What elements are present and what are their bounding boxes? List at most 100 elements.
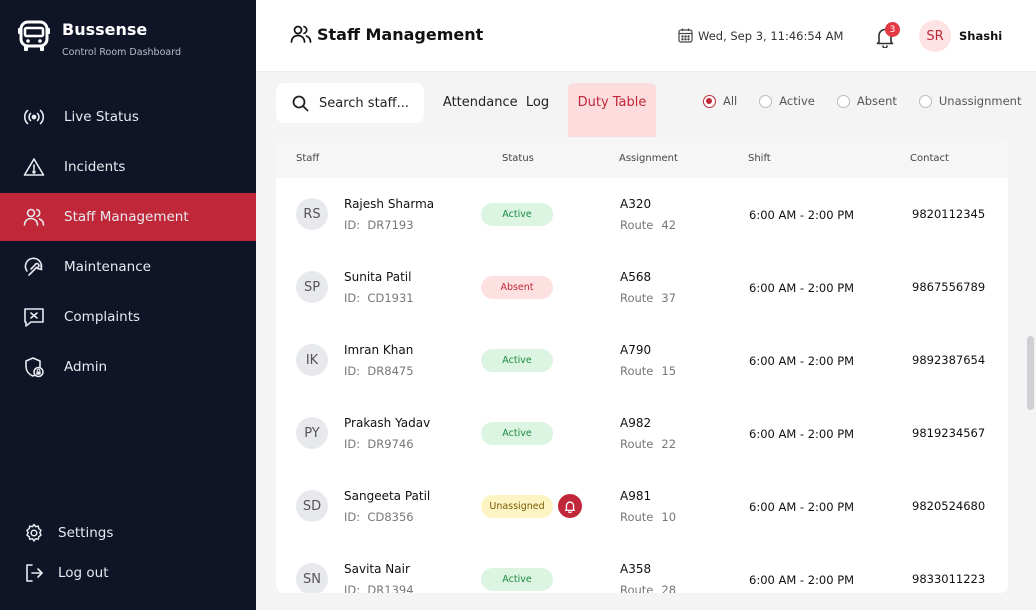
sidebar-nav: Live Status Incidents Staff [0,93,256,393]
tab-duty-table[interactable]: Duty Table [568,83,656,137]
search-placeholder: Search staff... [319,95,409,111]
tab-attendance-log[interactable]: Attendance Log [442,95,550,110]
sidebar-item-settings[interactable]: Settings [0,513,256,553]
logout-icon [22,561,46,585]
gear-icon [22,521,46,545]
staff-id: ID: DR1394 [344,583,414,593]
staff-name: Sangeeta Patil [344,489,431,503]
shift: 6:00 AM - 2:00 PM [749,427,855,441]
filter-active[interactable]: Active [759,94,815,108]
table-row[interactable]: PY Prakash Yadav ID: DR9746 Active A982 … [276,397,1008,470]
datetime-text: Wed, Sep 3, 11:46:54 AM [698,28,844,43]
bus-number: A320 [620,197,652,211]
staff-name: Savita Nair [344,562,410,576]
filter-all[interactable]: All [703,94,737,108]
sidebar-item-label: Complaints [64,309,141,325]
sidebar-item-label: Settings [58,525,114,541]
bell-icon [564,500,576,513]
brand[interactable]: Bussense Control Room Dashboard [18,18,181,58]
contact: 9820112345 [912,207,986,221]
bus-logo-icon [18,20,50,51]
route-number: 37 [661,291,677,305]
bus-number: A790 [620,343,652,357]
contact: 9819234567 [912,426,986,440]
sidebar-item-staff-management[interactable]: Staff Management [0,193,256,241]
users-icon [290,25,312,43]
sidebar-item-label: Staff Management [64,209,189,225]
sidebar-item-label: Admin [64,359,108,375]
scrollbar[interactable] [1027,336,1034,410]
staff-name: Rajesh Sharma [344,197,435,211]
route-number: 22 [661,437,677,451]
notifications-button[interactable]: 3 [875,22,900,49]
route: Route 37 [620,291,676,305]
alert-button[interactable] [558,494,582,518]
table-header: Staff Status Assignment Shift Contact [276,138,1008,178]
search-input[interactable]: Search staff... [276,83,424,123]
filter-unassignment[interactable]: Unassignment [918,94,1022,108]
shield-lock-icon [22,355,46,379]
radio-unchecked-icon [836,94,850,108]
table-row[interactable]: SP Sunita Patil ID: CD1931 Absent A568 R… [276,251,1008,324]
sidebar-item-admin[interactable]: Admin [0,343,256,391]
broadcast-icon [22,105,46,129]
route-label: Route [620,510,654,524]
status-badge: Absent [481,276,553,299]
sidebar-item-live-status[interactable]: Live Status [0,93,256,141]
column-header-staff: Staff [296,153,320,164]
column-header-shift: Shift [748,153,771,164]
wrench-refresh-icon [22,255,46,279]
route-label: Route [620,364,654,378]
sidebar-item-logout[interactable]: Log out [0,553,256,593]
route-number: 42 [661,218,677,232]
sidebar-item-incidents[interactable]: Incidents [0,143,256,191]
bus-number: A981 [620,489,652,503]
radio-unchecked-icon [918,94,932,108]
table-body: RS Rajesh Sharma ID: DR7193 Active A320 … [276,178,1008,593]
brand-subtitle: Control Room Dashboard [62,47,181,58]
staff-name: Prakash Yadav [344,416,431,430]
route-number: 10 [661,510,677,524]
users-icon [22,205,46,229]
sidebar-bottom: Settings Log out [0,513,256,593]
route-label: Route [620,583,654,593]
table-row[interactable]: IK Imran Khan ID: DR8475 Active A790 Rou… [276,324,1008,397]
warning-icon [22,155,46,179]
shift: 6:00 AM - 2:00 PM [749,208,855,222]
avatar: SP [296,271,328,303]
table-row[interactable]: SN Savita Nair ID: DR1394 Active A358 Ro… [276,543,1008,593]
column-header-contact: Contact [910,153,949,164]
sidebar-item-maintenance[interactable]: Maintenance [0,243,256,291]
filter-absent[interactable]: Absent [836,94,897,108]
route-label: Route [620,291,654,305]
message-x-icon [22,305,46,329]
status-badge: Active [481,349,553,372]
route-number: 28 [661,583,677,593]
contact: 9867556789 [912,280,986,294]
radio-checked-icon [703,94,716,108]
duty-table: Staff Status Assignment Shift Contact RS… [276,138,1008,593]
avatar[interactable]: SR [919,20,951,52]
staff-id: ID: DR8475 [344,364,414,378]
search-icon [292,95,309,111]
sidebar-item-complaints[interactable]: Complaints [0,293,256,341]
route: Route 42 [620,218,676,232]
avatar: IK [296,344,328,376]
avatar: RS [296,198,328,230]
sidebar-item-label: Incidents [64,159,126,175]
column-header-assignment: Assignment [619,153,678,164]
sidebar-item-label: Live Status [64,109,139,125]
calendar-icon [678,28,693,43]
sidebar-item-label: Log out [58,565,109,581]
table-row[interactable]: SD Sangeeta Patil ID: CD8356 Unassigned … [276,470,1008,543]
route: Route 15 [620,364,676,378]
status-badge: Unassigned [481,495,553,518]
filter-label: Absent [856,94,897,108]
header: Staff Management Wed, Sep 3, 11:46:54 AM… [256,0,1036,72]
shift: 6:00 AM - 2:00 PM [749,500,855,514]
user-name[interactable]: Shashi [959,29,1003,43]
table-row[interactable]: RS Rajesh Sharma ID: DR7193 Active A320 … [276,178,1008,251]
filter-label: Unassignment [938,94,1022,108]
route: Route 28 [620,583,676,593]
route: Route 22 [620,437,676,451]
